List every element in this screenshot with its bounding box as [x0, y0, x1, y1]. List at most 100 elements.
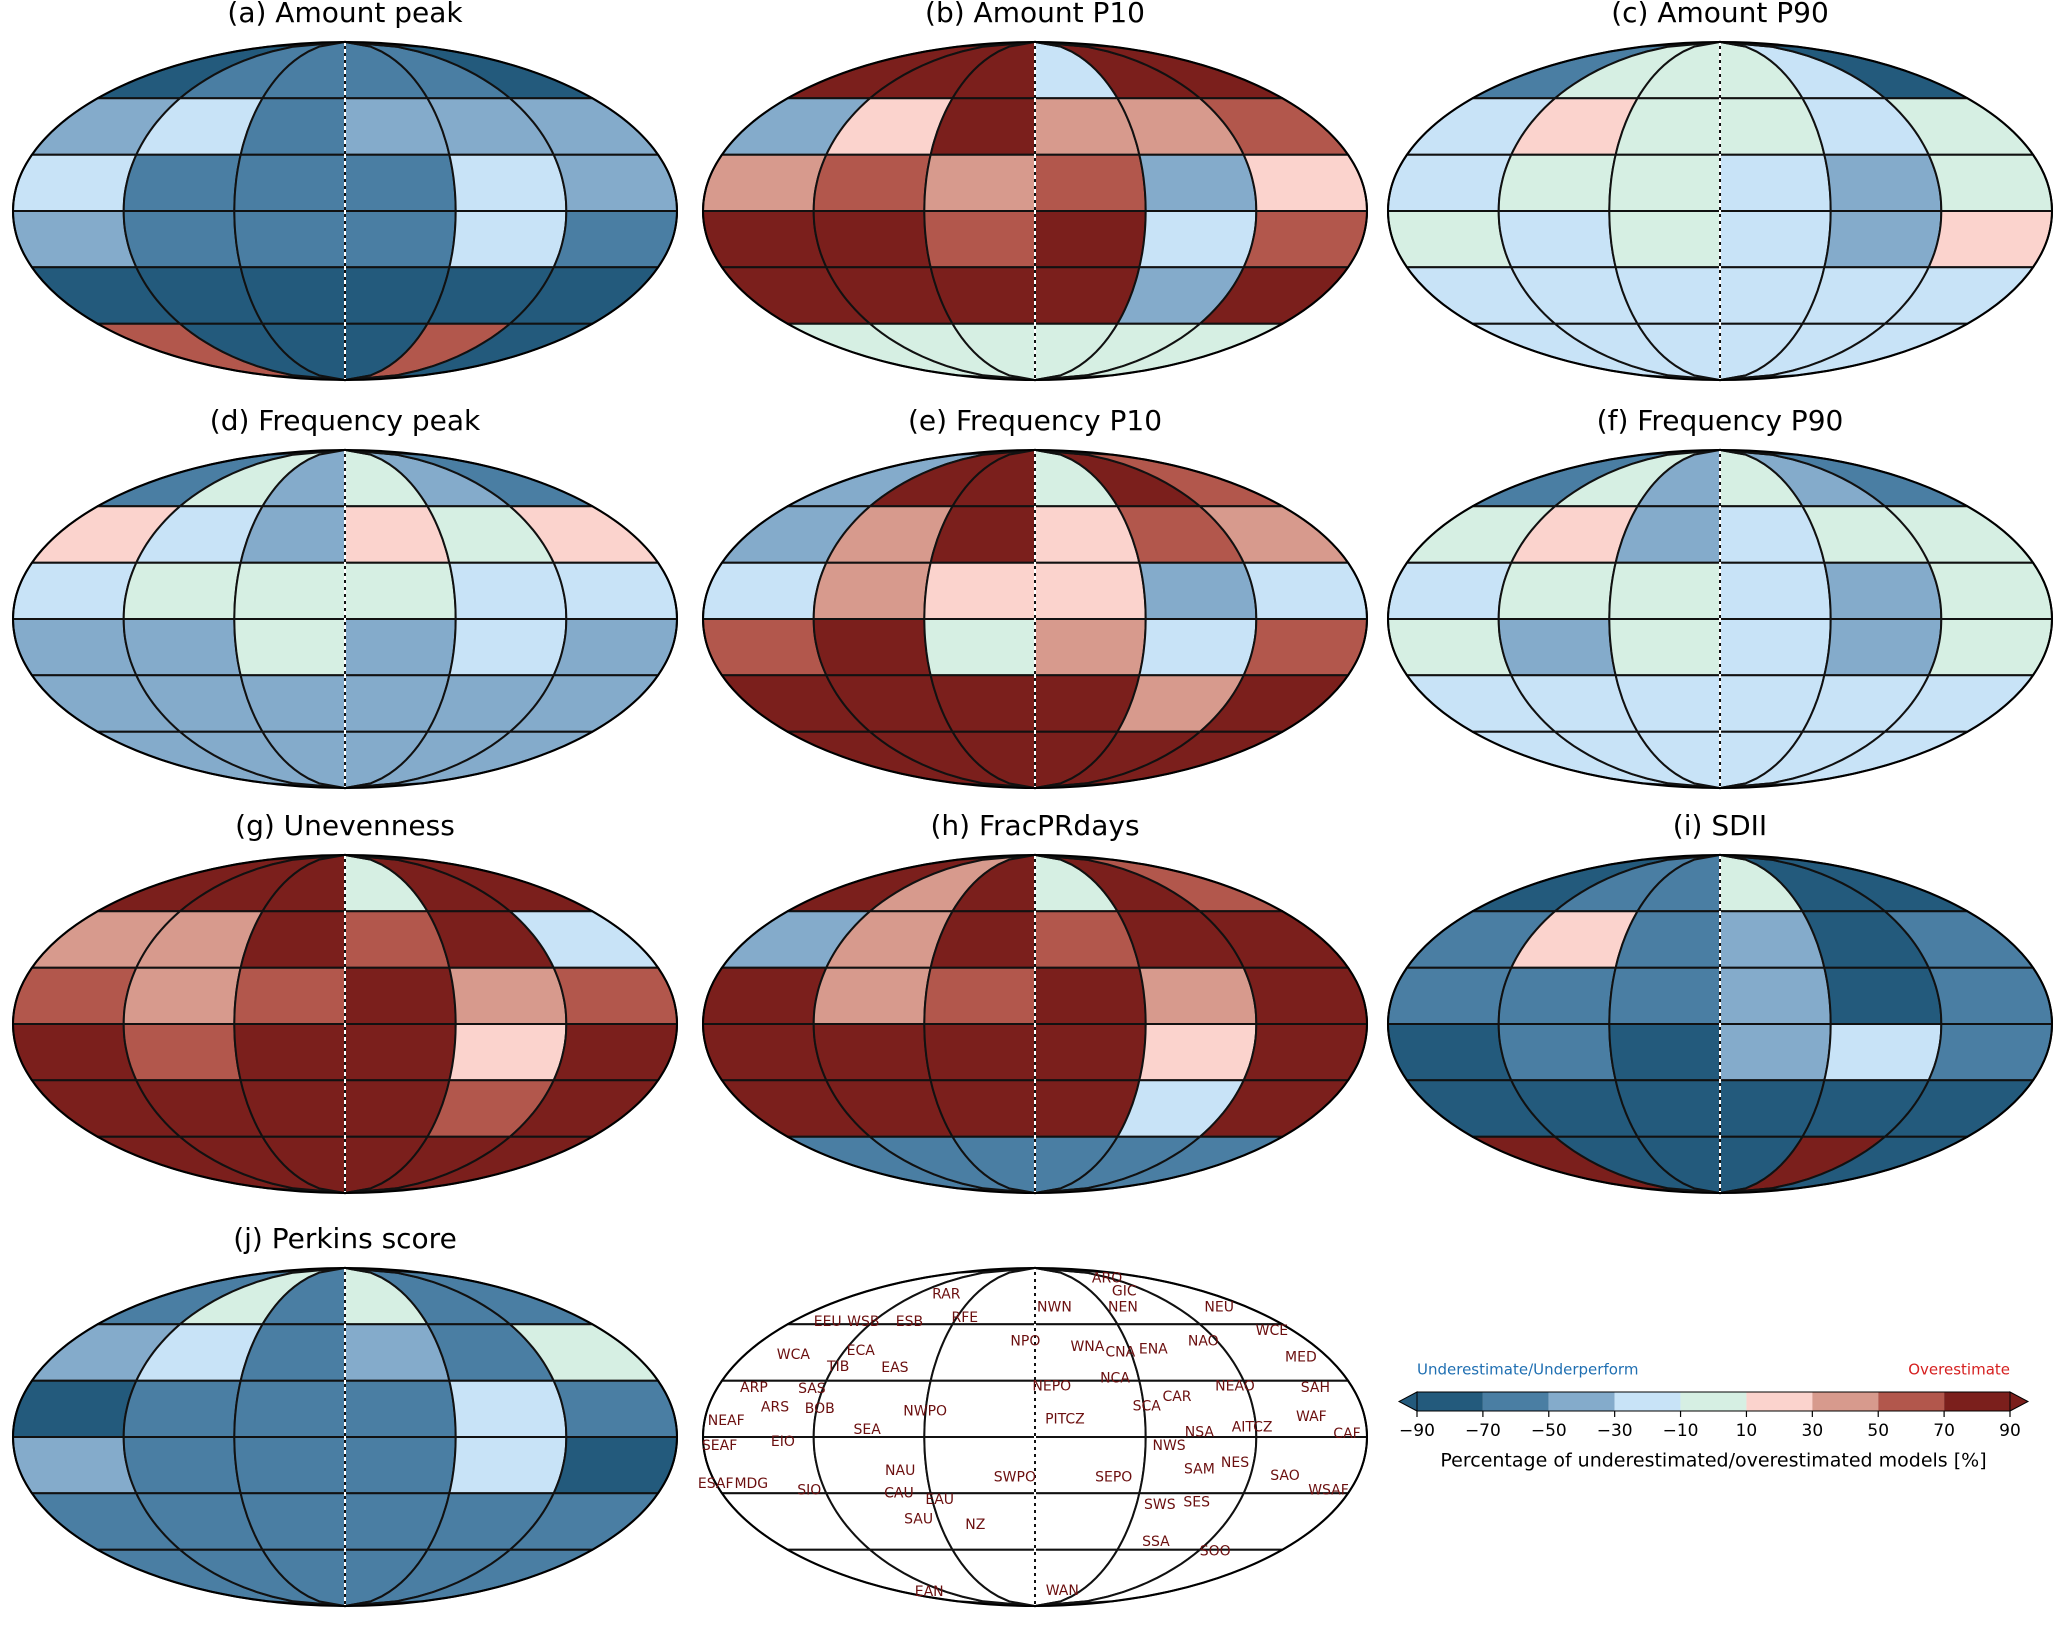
region [1719, 561, 1832, 620]
region [1927, 153, 2054, 212]
region [233, 618, 346, 677]
region [701, 153, 828, 212]
region [1608, 966, 1721, 1025]
region [344, 1379, 457, 1438]
region-label: WCA [777, 1347, 811, 1363]
map-outline [1387, 41, 2053, 381]
region-label: ESAF [698, 1476, 734, 1492]
region [233, 966, 346, 1025]
region [448, 1436, 568, 1495]
region [1608, 561, 1721, 620]
colorbar-segment [1812, 1392, 1879, 1411]
region-label: TIB [826, 1359, 849, 1375]
colorbar-tick-label: 30 [1802, 1421, 1824, 1441]
region [344, 1023, 457, 1082]
region [1497, 618, 1617, 677]
region [1242, 618, 1369, 677]
colorbar-segment [1548, 1392, 1615, 1411]
panel-title: (e) Frequency P10 [908, 404, 1162, 437]
region-label: WSAF [1308, 1483, 1349, 1499]
region-label: SAM [1184, 1462, 1215, 1478]
region [701, 1023, 828, 1082]
colorbar-right-label: Overestimate [1908, 1361, 2010, 1379]
region [1138, 210, 1258, 269]
region [344, 210, 457, 269]
region [122, 966, 242, 1025]
region-label: ECA [847, 1343, 876, 1359]
region [812, 561, 932, 620]
map-outline [1387, 449, 2053, 789]
region [1242, 1023, 1369, 1082]
panel-title: (g) Unevenness [235, 809, 455, 842]
panel-title: (b) Amount P10 [925, 0, 1145, 29]
region [1138, 966, 1258, 1025]
region [812, 966, 932, 1025]
region [1386, 561, 1513, 620]
map-outline [12, 449, 678, 789]
region [812, 618, 932, 677]
region [552, 561, 679, 620]
region-label: CAF [1333, 1426, 1360, 1442]
region [233, 153, 346, 212]
map-outline [702, 1267, 1368, 1607]
region [701, 966, 828, 1025]
region-label: NWN [1037, 1300, 1072, 1316]
colorbar-frame [1416, 1391, 2011, 1412]
region [1719, 1023, 1832, 1082]
region-label: SEA [854, 1422, 882, 1438]
region [448, 1379, 568, 1438]
colorbar-tick-label: −10 [1663, 1421, 1699, 1441]
colorbar-left-label: Underestimate/Underperform [1417, 1361, 1638, 1379]
region [122, 1436, 242, 1495]
region [812, 1023, 932, 1082]
region [923, 618, 1036, 677]
region [1927, 618, 2054, 677]
region-label: NCA [1100, 1371, 1130, 1387]
region [701, 618, 828, 677]
region-label: PITCZ [1045, 1412, 1085, 1428]
region [122, 1023, 242, 1082]
region [812, 153, 932, 212]
region [1242, 210, 1369, 269]
region-label: AITCZ [1232, 1419, 1273, 1435]
region [1497, 1023, 1617, 1082]
map-outline [702, 449, 1368, 789]
region [122, 210, 242, 269]
region [1242, 153, 1369, 212]
region [701, 561, 828, 620]
region [122, 153, 242, 212]
region-label: SAO [1270, 1468, 1300, 1484]
region [923, 966, 1036, 1025]
colorbar-tick-label: −50 [1531, 1421, 1567, 1441]
region [11, 561, 138, 620]
colorbar-segment [1614, 1392, 1681, 1411]
colorbar-segment [1482, 1392, 1549, 1411]
colorbar-segment [1680, 1392, 1747, 1411]
region [11, 966, 138, 1025]
colorbar-extend [2009, 1391, 2030, 1412]
region [448, 618, 568, 677]
region [1927, 1023, 2054, 1082]
region [1497, 153, 1617, 212]
region-label: EAU [925, 1492, 954, 1508]
region-label: ENA [1139, 1342, 1168, 1358]
region [552, 618, 679, 677]
region [1823, 966, 1943, 1025]
region [448, 210, 568, 269]
region [344, 1436, 457, 1495]
region-label: BOB [805, 1401, 835, 1417]
region-label: ARP [740, 1380, 768, 1396]
region [923, 210, 1036, 269]
region [448, 1023, 568, 1082]
region [1138, 561, 1258, 620]
region-label: SES [1183, 1495, 1210, 1511]
map-outline [702, 41, 1368, 381]
region [1608, 153, 1721, 212]
region [1497, 966, 1617, 1025]
region-label: WSB [847, 1314, 879, 1330]
region-label: SEPO [1095, 1470, 1132, 1486]
region-label: SAS [798, 1381, 826, 1397]
region [1927, 210, 2054, 269]
region [122, 618, 242, 677]
region [923, 561, 1036, 620]
